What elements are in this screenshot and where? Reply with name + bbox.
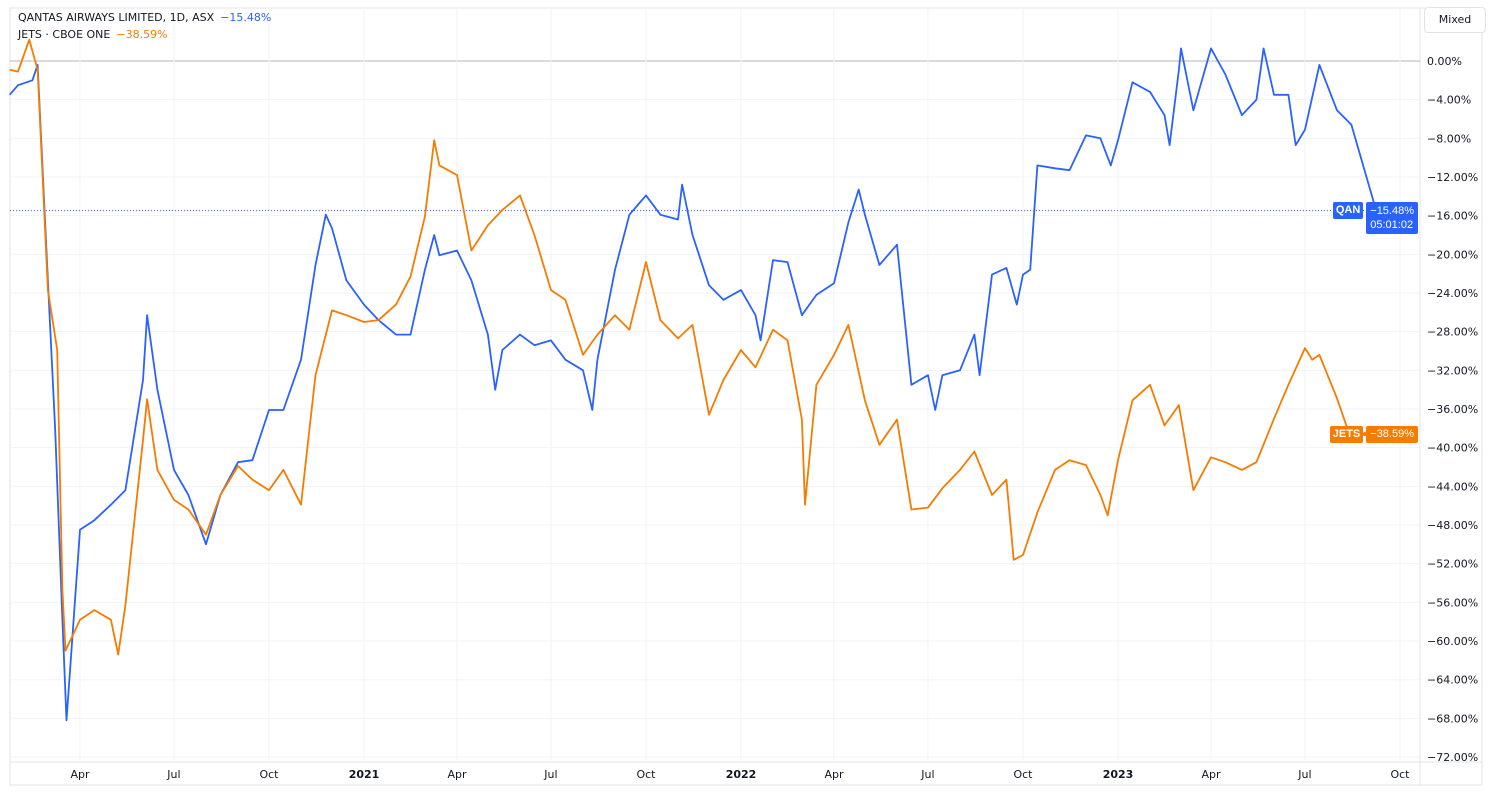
series-line-qan	[9, 47, 1378, 722]
jets-last-value: −38.59%	[1370, 428, 1414, 440]
y-tick-label: −36.00%	[1427, 403, 1478, 416]
axis-ticks: 0.00% −4.00% −8.00% −12.00% −16.00% −20.00% −2…	[70, 55, 1478, 781]
legend-qan[interactable]: QANTAS AIRWAYS LIMITED, 1D, ASX −15.48%	[18, 11, 271, 25]
x-tick-label: Apr	[1201, 768, 1221, 781]
legend-jets-value: −38.59%	[116, 28, 168, 41]
grid	[9, 7, 1483, 786]
y-tick-label: −60.00%	[1427, 635, 1478, 648]
y-tick-label: −44.00%	[1427, 480, 1478, 493]
x-tick-label: Jul	[166, 768, 180, 781]
y-tick-label: −56.00%	[1427, 596, 1478, 609]
y-tick-label: −72.00%	[1427, 751, 1478, 764]
x-tick-label: Jul	[543, 768, 557, 781]
y-tick-label: −20.00%	[1427, 248, 1478, 261]
y-tick-label: −24.00%	[1427, 287, 1478, 300]
y-tick-label: −12.00%	[1427, 171, 1478, 184]
jets-symbol-tag: JETS	[1329, 426, 1364, 443]
y-tick-label: −52.00%	[1427, 558, 1478, 571]
y-tick-label: −28.00%	[1427, 326, 1478, 339]
legend-jets[interactable]: JETS · CBOE ONE −38.59%	[18, 28, 168, 42]
x-tick-label: 2021	[349, 768, 380, 781]
y-tick-label: −16.00%	[1427, 210, 1478, 223]
y-tick-label: −32.00%	[1427, 364, 1478, 377]
qan-price-label: QAN −15.48% 05:01:02	[1332, 202, 1418, 234]
jets-value-box: −38.59%	[1366, 426, 1418, 443]
qan-countdown: 05:01:02	[1370, 219, 1414, 231]
y-tick-label: −8.00%	[1427, 132, 1471, 145]
x-tick-label: 2023	[1103, 768, 1134, 781]
scale-mode-button[interactable]: Mixed	[1424, 7, 1486, 33]
y-tick-label: −48.00%	[1427, 519, 1478, 532]
jets-price-label: JETS −38.59%	[1329, 426, 1418, 443]
series-line-jets	[9, 38, 1366, 656]
x-tick-label: Jul	[1297, 768, 1311, 781]
x-tick-label: Apr	[70, 768, 90, 781]
legend-qan-title: QANTAS AIRWAYS LIMITED, 1D, ASX	[18, 11, 215, 24]
y-tick-label: 0.00%	[1427, 55, 1462, 68]
x-tick-label: Oct	[636, 768, 656, 781]
x-tick-label: Jul	[920, 768, 934, 781]
y-tick-label: −4.00%	[1427, 94, 1471, 107]
qan-value-box: −15.48% 05:01:02	[1366, 202, 1418, 234]
legend-qan-value: −15.48%	[220, 11, 272, 24]
qan-last-value: −15.48%	[1370, 205, 1414, 217]
y-tick-label: −64.00%	[1427, 674, 1478, 687]
legend-jets-title: JETS · CBOE ONE	[18, 28, 111, 41]
x-tick-label: Oct	[1390, 768, 1410, 781]
y-tick-label: −68.00%	[1427, 712, 1478, 725]
y-tick-label: −40.00%	[1427, 442, 1478, 455]
x-tick-label: 2022	[726, 768, 757, 781]
x-tick-label: Apr	[824, 768, 844, 781]
qan-symbol-tag: QAN	[1332, 202, 1364, 219]
last-point-jets	[1362, 432, 1367, 437]
x-tick-label: Apr	[447, 768, 467, 781]
x-tick-label: Oct	[259, 768, 279, 781]
chart-border	[9, 7, 1483, 786]
series-lines	[9, 38, 1379, 722]
x-tick-label: Oct	[1013, 768, 1033, 781]
